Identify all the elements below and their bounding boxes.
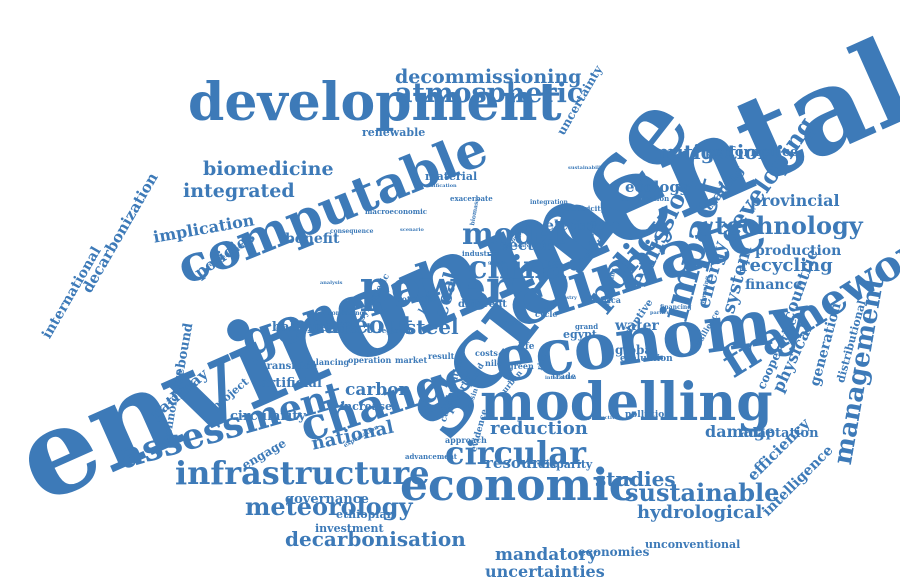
cloud-word: scenario [400,227,424,234]
cloud-word: technology [715,211,863,241]
cloud-word: investment [315,522,384,536]
cloud-word: forestry [555,295,577,302]
cloud-word: africa [595,294,621,305]
cloud-word: china [468,248,567,287]
cloud-word: artificial [260,375,322,391]
cloud-word: trade [552,370,576,381]
cloud-word: operation [348,354,392,365]
cloud-word: studies [595,467,676,492]
cloud-word: integration [530,199,568,207]
cloud-word: meteorology [245,492,413,522]
cloud-word: ghana [488,260,506,267]
cloud-word: phaseout [290,310,414,340]
cloud-word: grand [575,321,599,331]
cloud-word: benefit [285,231,340,248]
cloud-word: sector [500,236,552,255]
cloud-word: steel [405,315,459,340]
cloud-word: effect [328,321,373,338]
cloud-word: power [360,261,510,313]
cloud-word: production [755,243,842,260]
cloud-word: economies [578,544,650,559]
cloud-word: macroeconomic [365,206,428,216]
cloud-word: model [462,216,566,252]
cloud-word: performance [705,144,799,160]
cloud-word: regional [378,325,411,335]
cloud-word: circularity [230,408,306,424]
cloud-word: water [615,318,659,335]
cloud-word: reduction [490,417,588,439]
cloud-word: life [518,341,535,352]
cloud-word: unconventional [645,538,741,552]
cloud-word: consequence [330,228,374,236]
cloud-word: mandatory [495,544,598,565]
cloud-word: market [395,354,428,365]
cloud-word: global [615,342,657,357]
cloud-word: different [458,299,507,311]
cloud-word: ethiopian [336,508,395,522]
cloud-word: scarcity [515,243,537,250]
cloud-word: sustainable [625,478,780,508]
cloud-word: productivity [588,415,622,422]
cloud-word: approach [445,434,487,445]
cloud-word: balancing [305,356,350,367]
cloud-word: financing [660,304,692,312]
cloud-word: uncertainties [485,561,605,579]
cloud-word: industrial [462,248,501,258]
cloud-word: finance [745,277,803,294]
cloud-word: iron [500,318,521,329]
cloud-word: adaptation [740,425,819,441]
cloud-word: disparity [538,458,593,472]
cloud-word: balance [272,319,329,335]
cloud-word: development [188,72,562,134]
cloud-word: circular [445,434,586,473]
cloud-word: increase [340,400,392,414]
cloud-word: damage [705,421,776,441]
cloud-word: atmospheric [395,77,584,109]
cloud-word: acidification [422,183,457,190]
cloud-word: costs [475,347,498,358]
cloud-word: recycling [740,254,833,276]
cloud-word: sustainability [568,165,606,172]
cloud-word: mitigation [655,140,773,165]
cloud-word: interaction [545,375,577,382]
cloud-word: combining [328,310,364,318]
cloud-word: provincial [750,190,840,210]
cloud-word: carbon [345,379,411,400]
cloud-word: green [508,360,534,371]
cloud-word: ecology [625,178,689,197]
cloud-word: advancement [405,451,458,461]
cloud-word: transition [262,361,318,373]
cloud-word: integrated [183,180,295,203]
cloud-word: evaluation [620,353,673,364]
cloud-word: analysis [320,280,343,287]
cloud-word: material [425,170,478,184]
cloud-word: modelling [480,372,773,434]
cloud-word: resource [485,454,559,473]
cloud-word: egypt [563,328,597,342]
cloud-word: exacerbate [450,193,493,203]
cloud-word: electricity [565,203,605,213]
cloud-word: cycle [535,308,558,319]
cloud-word: nile [485,357,502,368]
cloud-word: decarbonization [78,169,162,297]
cloud-word: economic [400,459,636,511]
cloud-word: renewable [362,126,426,140]
cloud-word: biomedicine [203,158,334,181]
cloud-word: hydrological [637,501,763,523]
cloud-word: combination [620,193,670,203]
cloud-word: governance [285,491,369,507]
cloud-word: particulate [650,310,681,317]
cloud-word: result [428,350,455,361]
cloud-word: decarbonisation [285,527,466,552]
cloud-word: potential [396,293,437,304]
cloud-word: pollution [625,409,671,420]
cloud-word: infrastructure [175,454,430,493]
cloud-word: electric [545,218,605,235]
cloud-word: decommissioning [395,66,582,89]
